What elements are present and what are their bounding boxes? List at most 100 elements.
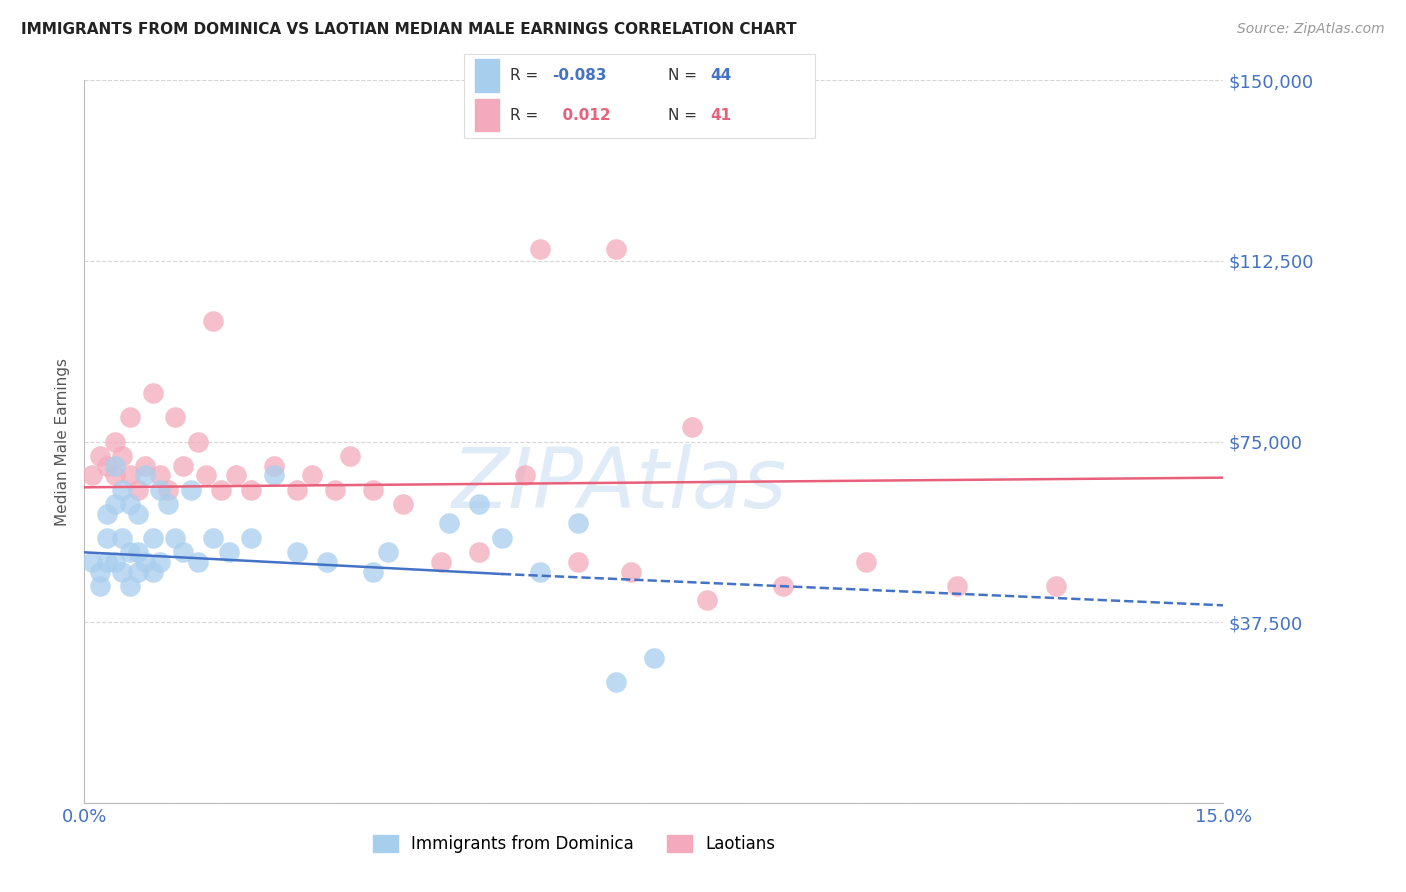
Point <box>240 531 263 545</box>
Point <box>89 579 111 593</box>
Legend: Immigrants from Dominica, Laotians: Immigrants from Dominica, Laotians <box>366 828 782 860</box>
Point <box>96 555 118 569</box>
Point <box>529 242 551 256</box>
Point <box>202 531 225 545</box>
Point <box>89 449 111 463</box>
Point <box>218 545 240 559</box>
Point <box>202 314 225 328</box>
Point <box>491 531 513 545</box>
Point <box>118 468 141 483</box>
Point <box>111 531 134 545</box>
Text: 44: 44 <box>710 68 731 83</box>
Point <box>855 555 877 569</box>
Point <box>149 468 172 483</box>
Point <box>513 468 536 483</box>
Point <box>468 497 491 511</box>
Point <box>104 468 127 483</box>
Point <box>156 483 179 497</box>
Point <box>111 565 134 579</box>
Point <box>96 458 118 473</box>
Y-axis label: Median Male Earnings: Median Male Earnings <box>55 358 70 525</box>
Point <box>301 468 323 483</box>
Point <box>187 555 209 569</box>
Point <box>142 565 165 579</box>
Point <box>696 593 718 607</box>
Point <box>263 458 285 473</box>
Text: N =: N = <box>668 68 702 83</box>
Point <box>104 458 127 473</box>
Point <box>361 565 384 579</box>
Point <box>127 507 149 521</box>
Point <box>392 497 415 511</box>
Text: 0.012: 0.012 <box>551 108 610 123</box>
Point <box>430 555 453 569</box>
Point <box>165 410 187 425</box>
Point <box>620 565 643 579</box>
Point <box>149 483 172 497</box>
Text: Source: ZipAtlas.com: Source: ZipAtlas.com <box>1237 22 1385 37</box>
Text: -0.083: -0.083 <box>551 68 606 83</box>
Point <box>605 675 627 690</box>
Point <box>80 468 103 483</box>
Point <box>104 434 127 449</box>
Point <box>567 516 589 531</box>
Point <box>339 449 361 463</box>
Point <box>172 458 194 473</box>
Point <box>96 507 118 521</box>
Text: ZIPAtlas: ZIPAtlas <box>451 444 787 525</box>
Point <box>149 555 172 569</box>
Point <box>118 579 141 593</box>
Point <box>127 565 149 579</box>
Text: R =: R = <box>510 108 543 123</box>
Bar <box>475 99 499 131</box>
Point <box>118 410 141 425</box>
Text: R =: R = <box>510 68 543 83</box>
Point <box>118 497 141 511</box>
Point <box>172 545 194 559</box>
Point <box>156 497 179 511</box>
Point <box>946 579 969 593</box>
Point <box>111 449 134 463</box>
Point <box>180 483 202 497</box>
Point <box>142 531 165 545</box>
Point <box>437 516 460 531</box>
Point <box>316 555 339 569</box>
Point <box>681 420 703 434</box>
Point <box>361 483 384 497</box>
Bar <box>475 60 499 92</box>
Point <box>468 545 491 559</box>
Point <box>96 531 118 545</box>
Point <box>772 579 794 593</box>
Text: IMMIGRANTS FROM DOMINICA VS LAOTIAN MEDIAN MALE EARNINGS CORRELATION CHART: IMMIGRANTS FROM DOMINICA VS LAOTIAN MEDI… <box>21 22 797 37</box>
Point <box>240 483 263 497</box>
Point <box>111 483 134 497</box>
Point <box>567 555 589 569</box>
Point <box>134 458 156 473</box>
Point <box>529 565 551 579</box>
Point <box>285 483 308 497</box>
Point <box>643 651 665 665</box>
Point <box>89 565 111 579</box>
Point <box>134 555 156 569</box>
Text: N =: N = <box>668 108 702 123</box>
Point <box>142 386 165 401</box>
Point <box>285 545 308 559</box>
Point <box>605 242 627 256</box>
Point <box>1045 579 1067 593</box>
Point <box>80 555 103 569</box>
Point <box>377 545 399 559</box>
Point <box>118 545 141 559</box>
Point <box>127 483 149 497</box>
Point <box>323 483 346 497</box>
Point <box>225 468 247 483</box>
Point <box>104 555 127 569</box>
Point <box>165 531 187 545</box>
Point <box>194 468 217 483</box>
Point <box>209 483 232 497</box>
Point <box>187 434 209 449</box>
Point <box>263 468 285 483</box>
Point <box>104 497 127 511</box>
Point <box>134 468 156 483</box>
Text: 41: 41 <box>710 108 731 123</box>
Point <box>127 545 149 559</box>
